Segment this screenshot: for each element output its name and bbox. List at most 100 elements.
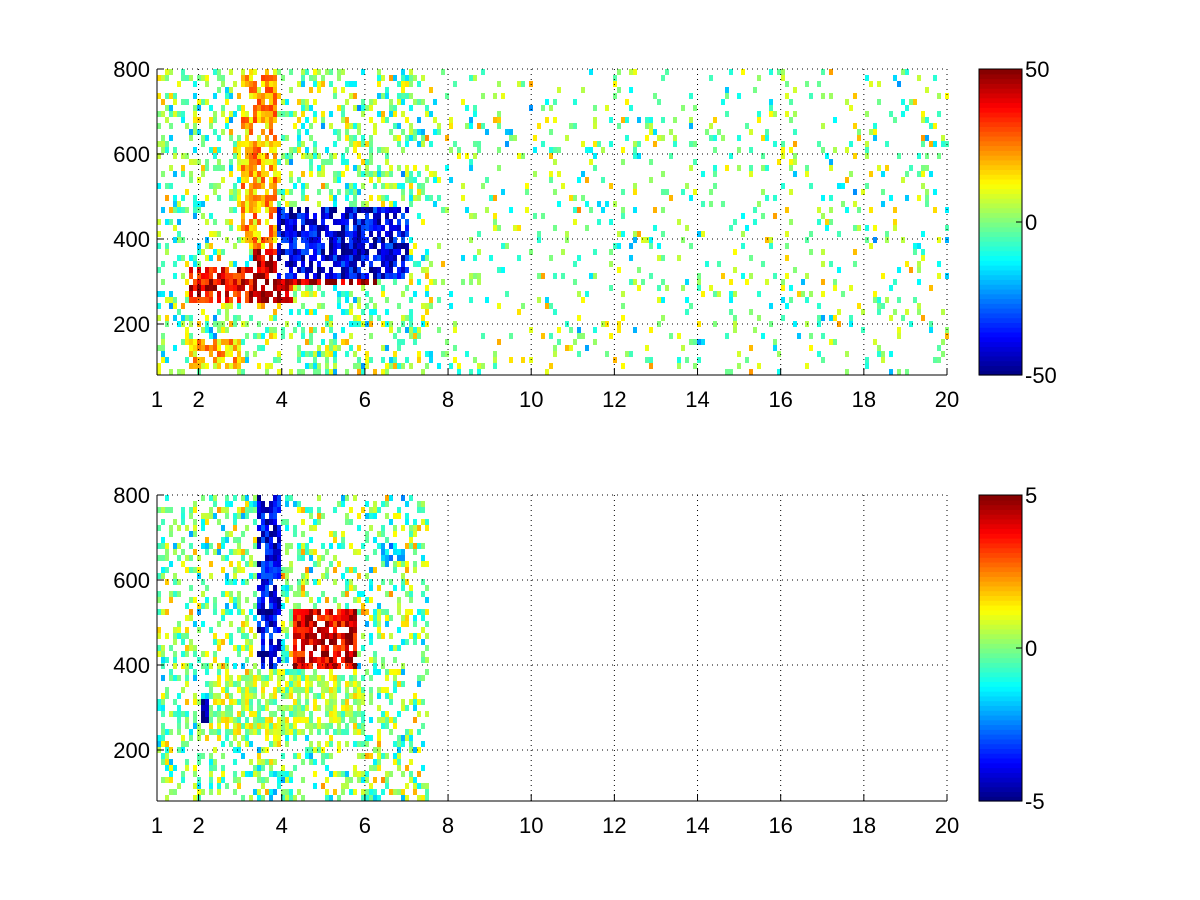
heatmap-cell <box>405 171 409 177</box>
heatmap-cell <box>249 81 253 87</box>
heatmap-cell <box>481 183 485 189</box>
heatmap-cell <box>253 519 257 525</box>
heatmap-cell <box>289 177 293 183</box>
heatmap-cell <box>385 561 389 567</box>
heatmap-cell <box>217 729 221 735</box>
heatmap-cell <box>381 789 385 795</box>
heatmap-cell <box>377 765 381 771</box>
heatmap-cell <box>157 735 161 741</box>
heatmap-cell <box>313 309 317 315</box>
heatmap-cell <box>269 633 273 639</box>
heatmap-cell <box>417 333 421 339</box>
heatmap-cell <box>157 543 161 549</box>
heatmap-cell <box>249 741 253 747</box>
heatmap-cell <box>261 567 265 573</box>
heatmap-cell <box>297 579 301 585</box>
heatmap-cell <box>253 333 257 339</box>
heatmap-cell <box>245 525 249 531</box>
heatmap-cell <box>385 345 389 351</box>
heatmap-cell <box>857 135 861 141</box>
heatmap-cell <box>285 705 289 711</box>
heatmap-cell <box>305 231 309 237</box>
heatmap-cell <box>345 351 349 357</box>
heatmap-cell <box>289 795 293 801</box>
heatmap-cell <box>477 369 481 375</box>
heatmap-cell <box>417 675 421 681</box>
heatmap-cell <box>357 165 361 171</box>
heatmap-cell <box>265 699 269 705</box>
heatmap-cell <box>253 87 257 93</box>
heatmap-cell <box>245 207 249 213</box>
heatmap-cell <box>277 279 281 285</box>
heatmap-cell <box>321 183 325 189</box>
heatmap-cell <box>229 303 233 309</box>
heatmap-cell <box>373 537 377 543</box>
heatmap-cell <box>245 135 249 141</box>
heatmap-cell <box>253 117 257 123</box>
heatmap-cell <box>301 333 305 339</box>
heatmap-cell <box>397 645 401 651</box>
heatmap-cell <box>217 183 221 189</box>
heatmap-cell <box>225 579 229 585</box>
heatmap-cell <box>313 327 317 333</box>
heatmap-cell <box>301 633 305 639</box>
heatmap-cell <box>325 729 329 735</box>
colorbar-segment <box>979 107 1022 113</box>
heatmap-cell <box>265 789 269 795</box>
heatmap-cell <box>405 561 409 567</box>
heatmap-cell <box>297 693 301 699</box>
heatmap-cell <box>249 771 253 777</box>
heatmap-cell <box>193 507 197 513</box>
heatmap-cell <box>337 543 341 549</box>
heatmap-cell <box>557 327 561 333</box>
heatmap-cell <box>305 243 309 249</box>
heatmap-cell <box>433 129 437 135</box>
heatmap-cell <box>417 195 421 201</box>
heatmap-cell <box>265 117 269 123</box>
heatmap-cell <box>389 693 393 699</box>
heatmap-cell <box>237 237 241 243</box>
heatmap-cell <box>353 135 357 141</box>
heatmap-cell <box>469 237 473 243</box>
heatmap-cell <box>181 771 185 777</box>
heatmap-cell <box>317 279 321 285</box>
heatmap-cell <box>497 117 501 123</box>
heatmap-cell <box>509 333 513 339</box>
heatmap-cell <box>209 687 213 693</box>
heatmap-cell <box>305 663 309 669</box>
heatmap-cell <box>289 267 293 273</box>
heatmap-cell <box>293 651 297 657</box>
heatmap-cell <box>173 93 177 99</box>
heatmap-cell <box>277 603 281 609</box>
heatmap-cell <box>233 771 237 777</box>
heatmap-cell <box>341 291 345 297</box>
heatmap-cell <box>389 219 393 225</box>
heatmap-cell <box>329 669 333 675</box>
heatmap-cell <box>157 555 161 561</box>
heatmap-cell <box>313 117 317 123</box>
heatmap-cell <box>333 633 337 639</box>
heatmap-cell <box>389 249 393 255</box>
heatmap-cell <box>573 339 577 345</box>
heatmap-cell <box>917 303 921 309</box>
heatmap-cell <box>361 231 365 237</box>
heatmap-cell <box>569 345 573 351</box>
heatmap-cell <box>197 555 201 561</box>
heatmap-cell <box>277 507 281 513</box>
heatmap-cell <box>285 543 289 549</box>
heatmap-cell <box>281 765 285 771</box>
heatmap-cell <box>289 771 293 777</box>
heatmap-cell <box>357 273 361 279</box>
heatmap-cell <box>449 303 453 309</box>
heatmap-cell <box>661 171 665 177</box>
bottom-gridlines <box>156 494 948 802</box>
heatmap-cell <box>365 171 369 177</box>
heatmap-cell <box>273 561 277 567</box>
heatmap-cell <box>213 111 217 117</box>
heatmap-cell <box>789 297 793 303</box>
heatmap-cell <box>229 111 233 117</box>
heatmap-cell <box>209 267 213 273</box>
heatmap-cell <box>245 195 249 201</box>
